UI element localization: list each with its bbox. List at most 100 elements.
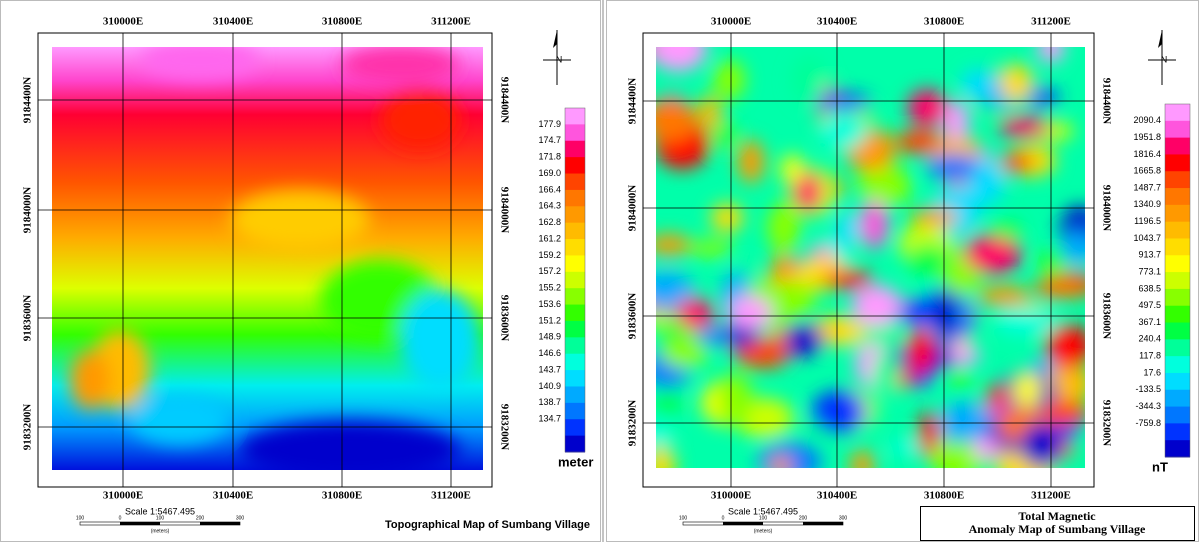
map-blob <box>70 350 110 410</box>
legend-swatch <box>565 288 585 305</box>
map-blob <box>240 420 460 480</box>
map-blob <box>656 389 681 414</box>
legend-value: 146.6 <box>538 348 561 358</box>
legend-swatch <box>565 157 585 174</box>
map-blob <box>940 401 989 442</box>
map-blob <box>1062 230 1094 265</box>
northing-label: 9184400N <box>627 78 639 125</box>
map-blob <box>711 203 743 232</box>
map-blob <box>770 456 792 476</box>
northing-label: 9183200N <box>627 400 639 447</box>
map-blob <box>340 45 460 85</box>
legend-value: 159.2 <box>538 250 561 260</box>
map-blob <box>852 285 902 326</box>
legend-value: 497.5 <box>1138 300 1161 310</box>
map-blob <box>889 439 922 456</box>
map-blob <box>1040 249 1065 273</box>
map-title: Total Magnetic <box>1018 509 1096 523</box>
map-blob <box>1000 64 1033 102</box>
northing-label: 9183200N <box>22 404 34 451</box>
map-blob <box>811 391 866 433</box>
scale-bar <box>200 522 240 525</box>
map-blob <box>784 324 823 357</box>
map-blob <box>646 234 691 255</box>
map-blob <box>690 240 732 256</box>
legend-swatch <box>1165 390 1190 407</box>
legend-unit: meter <box>558 454 593 469</box>
easting-label: 311200E <box>431 16 471 28</box>
legend-value: 169.0 <box>538 168 561 178</box>
map-blob <box>993 221 1022 239</box>
legend-value: 161.2 <box>538 233 561 243</box>
scale-label: 300 <box>236 515 245 521</box>
legend-swatch <box>565 255 585 272</box>
easting-label: 310000E <box>711 16 751 28</box>
legend-swatch <box>565 108 585 125</box>
easting-label: 310400E <box>213 16 253 28</box>
legend-value: 638.5 <box>1138 283 1161 293</box>
map-blob <box>1021 422 1061 468</box>
legend-value: 153.6 <box>538 299 561 309</box>
map-blob <box>837 211 859 247</box>
map-blob <box>660 337 708 369</box>
map-blob <box>713 60 745 99</box>
map-blob <box>650 24 707 71</box>
northing-label: 9184400N <box>22 77 34 124</box>
legend-value: -759.8 <box>1135 418 1161 428</box>
scale-label: 300 <box>839 515 848 521</box>
legend-value: 177.9 <box>538 119 561 129</box>
legend-value: 367.1 <box>1138 317 1161 327</box>
map-blob <box>961 69 994 100</box>
legend-swatch <box>565 436 585 453</box>
legend-value: 143.7 <box>538 364 561 374</box>
legend-value: 148.9 <box>538 332 561 342</box>
map-blob <box>908 327 935 375</box>
legend-unit: nT <box>1152 459 1168 474</box>
map-title: Topographical Map of Sumbang Village <box>385 519 590 531</box>
easting-label: 310000E <box>103 490 143 502</box>
legend-swatch <box>1165 407 1190 424</box>
map-blob <box>974 437 997 460</box>
map-blob <box>815 93 872 110</box>
map-blob <box>1035 276 1082 299</box>
map-blob <box>944 101 969 140</box>
scale-label: 100 <box>759 515 768 521</box>
map-blob <box>964 234 1022 275</box>
legend-swatch <box>1165 339 1190 356</box>
legend-value: 171.8 <box>538 152 561 162</box>
northing-label: 9183200N <box>498 404 510 451</box>
legend-swatch <box>1165 154 1190 171</box>
scale-bar <box>803 522 843 525</box>
map-blob <box>1013 371 1042 407</box>
legend-swatch <box>1165 138 1190 155</box>
easting-label: 311200E <box>431 490 471 502</box>
legend-swatch <box>565 239 585 256</box>
north-arrow-head <box>1158 30 1162 48</box>
map-blob <box>230 190 370 250</box>
northing-label: 9184000N <box>22 187 34 234</box>
legend-swatch <box>1165 255 1190 272</box>
legend-value: 117.8 <box>1139 351 1161 361</box>
map-blob <box>769 280 814 319</box>
easting-label: 310800E <box>924 490 964 502</box>
easting-label: 310800E <box>924 16 964 28</box>
map-blob <box>699 96 721 129</box>
scale-unit: (meters) <box>754 528 773 534</box>
legend-value: 1665.8 <box>1133 166 1161 176</box>
northing-label: 9183600N <box>498 295 510 342</box>
legend-swatch <box>565 370 585 387</box>
legend-swatch <box>565 403 585 420</box>
scale-label: 0 <box>119 515 122 521</box>
legend-swatch <box>565 354 585 371</box>
map-blob <box>871 351 899 396</box>
map-blob <box>907 89 947 126</box>
northing-label: 9183200N <box>1100 400 1112 447</box>
legend-swatch <box>1165 289 1190 306</box>
scale-bar <box>723 522 763 525</box>
map-blob <box>927 153 978 181</box>
northing-label: 9184000N <box>627 185 639 232</box>
easting-label: 310400E <box>817 490 857 502</box>
northing-label: 9183600N <box>22 295 34 342</box>
map-figure: 310000E 310000E 310400E 310400E 310800E 31080… <box>0 0 1200 542</box>
legend-swatch <box>565 386 585 403</box>
